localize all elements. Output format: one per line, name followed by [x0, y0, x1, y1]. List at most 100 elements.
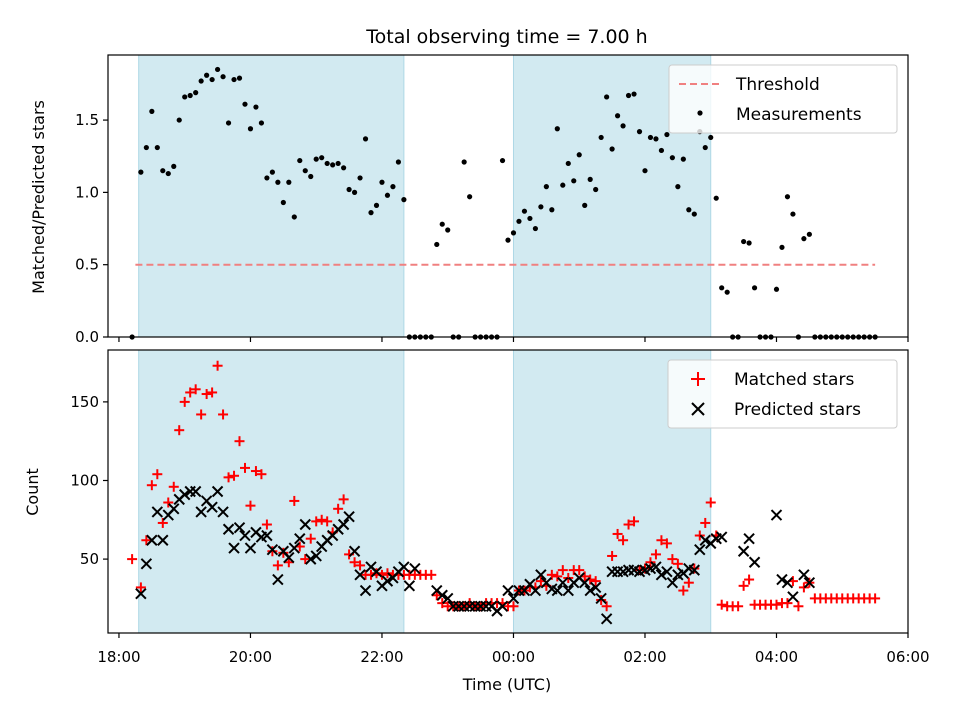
- predicted-point: [261, 529, 273, 542]
- predicted-point: [737, 545, 750, 557]
- y-tick-label: 0.5: [75, 256, 99, 274]
- measurement-point: [357, 175, 363, 181]
- measurement-point: [702, 144, 708, 151]
- matched-point: [744, 574, 755, 585]
- matched-point: [141, 535, 152, 546]
- top-axes: 0.0 0.5 1.0 1.5: [75, 54, 909, 346]
- bottom-shaded-intervals: [138, 349, 712, 634]
- measurement-point: [313, 156, 319, 162]
- matched-point: [596, 594, 607, 605]
- matched-point: [700, 517, 711, 528]
- predicted-point: [135, 587, 147, 600]
- measurement-point: [636, 129, 643, 135]
- predicted-point: [743, 532, 755, 545]
- matched-point: [311, 516, 322, 527]
- top-y-axis-label: Matched/Predicted stars: [29, 100, 48, 294]
- top-legend[interactable]: Threshold Measurements: [668, 64, 898, 134]
- matched-point: [689, 563, 700, 574]
- bottom-panel: 50 100 150 18:00 20:00 22:00 00:00 02:00 04:00 06…: [23, 349, 930, 694]
- matched-point: [196, 409, 207, 420]
- predicted-point: [403, 580, 416, 592]
- matched-point: [250, 466, 261, 477]
- predicted-point: [283, 551, 295, 564]
- measurement-point: [801, 236, 807, 242]
- matched-point: [212, 360, 223, 371]
- measurement-point: [379, 179, 385, 185]
- measurement-point: [653, 136, 659, 142]
- measurement-point: [658, 147, 665, 154]
- measurement-point: [724, 289, 730, 295]
- predicted-point: [655, 569, 668, 581]
- measurements-legend-label: Measurements: [736, 105, 862, 125]
- predicted-point: [699, 534, 711, 546]
- y-tick-label: 100: [70, 471, 99, 489]
- measurement-point: [368, 210, 374, 216]
- predicted-point: [562, 584, 574, 597]
- predicted-point: [157, 534, 169, 546]
- matched-point: [678, 585, 689, 596]
- measurement-point: [187, 92, 193, 99]
- measurement-point: [779, 244, 785, 250]
- predicted-point: [557, 576, 569, 589]
- measurement-point: [598, 134, 604, 141]
- predicted-point: [409, 562, 421, 575]
- matched-point: [618, 535, 629, 546]
- measurement-point: [543, 184, 549, 190]
- predicted-point: [436, 589, 448, 601]
- matched-point: [623, 519, 634, 530]
- measurement-point: [297, 157, 303, 164]
- measurement-point: [182, 94, 188, 100]
- matched-point: [322, 516, 333, 527]
- measurement-point: [609, 146, 615, 152]
- predicted-point: [310, 550, 322, 562]
- matched-point: [234, 436, 245, 447]
- y-tick-label: 50: [80, 550, 99, 568]
- measurement-point: [675, 184, 681, 190]
- measurement-point: [560, 182, 566, 188]
- matched-point: [733, 601, 744, 612]
- matched-point: [316, 514, 327, 525]
- matched-point: [552, 571, 563, 582]
- matched-point: [546, 569, 557, 580]
- measurement-point: [604, 94, 610, 100]
- matched-point: [338, 494, 349, 505]
- predicted-point: [239, 529, 251, 542]
- matched-point: [650, 549, 661, 560]
- top-panel: 0.0 0.5 1.0 1.5 Matched/Predicted stars Thr…: [29, 54, 909, 346]
- matched-point: [185, 387, 196, 398]
- top-legend-box: [668, 64, 898, 134]
- predicted-point: [288, 542, 301, 554]
- matched-point: [771, 599, 782, 610]
- predicted-point: [715, 531, 728, 543]
- matched-point: [278, 547, 289, 558]
- measurement-point: [143, 144, 149, 151]
- y-tick-label: 1.0: [75, 183, 99, 201]
- predicted-point: [694, 543, 706, 556]
- predicted-point: [551, 584, 564, 597]
- predicted-point: [305, 553, 317, 565]
- measurement-point: [269, 169, 275, 175]
- predicted-point: [294, 532, 306, 545]
- measurement-point: [319, 155, 325, 161]
- matched-point: [256, 469, 267, 480]
- measurement-point: [784, 194, 791, 200]
- x-tick-label: 22:00: [360, 648, 403, 666]
- bottom-legend[interactable]: Matched stars Predicted stars: [667, 359, 898, 429]
- matched-point: [272, 560, 283, 571]
- matched-point: [289, 495, 300, 506]
- matched-point: [305, 533, 316, 544]
- matched-point: [798, 582, 809, 593]
- x-axis-label: Time (UTC): [462, 675, 551, 694]
- matched-point: [261, 519, 272, 530]
- x-tick-label: 00:00: [492, 648, 535, 666]
- matched-point: [634, 565, 645, 576]
- x-tick-label: 04:00: [755, 648, 798, 666]
- matched-point: [667, 554, 678, 565]
- shaded-interval-1: [138, 349, 405, 634]
- predicted-point: [266, 543, 279, 556]
- predicted-point: [381, 575, 394, 587]
- matched-point: [437, 598, 448, 609]
- matched-point: [426, 569, 437, 580]
- predicted-point: [776, 573, 788, 586]
